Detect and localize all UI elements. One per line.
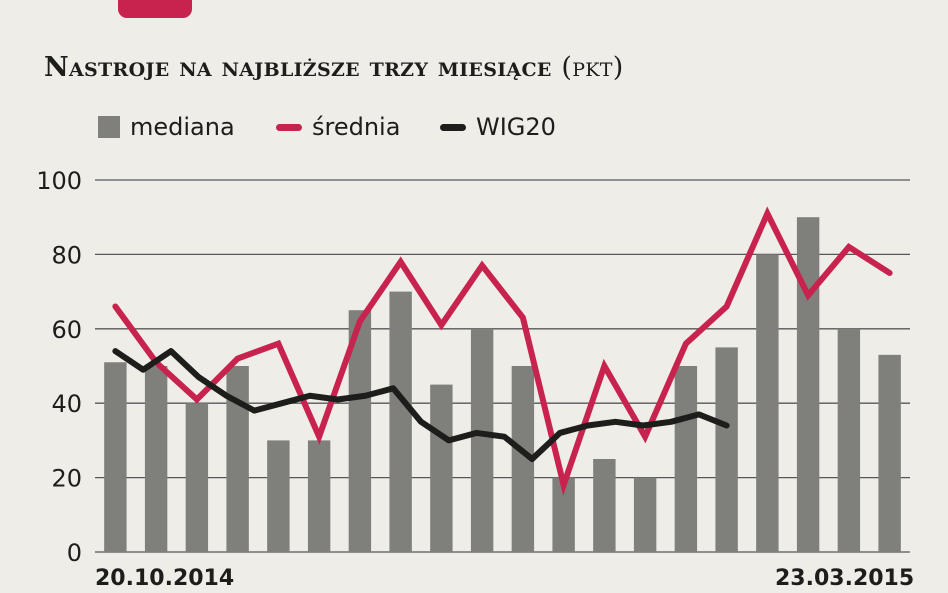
legend-label-wig20: WIG20 — [476, 113, 556, 141]
x-axis-start-label: 20.10.2014 — [95, 566, 235, 591]
y-tick-label-80: 80 — [51, 241, 82, 269]
bar-mediana-13 — [633, 477, 657, 552]
legend-item-srednia: średnia — [276, 112, 400, 142]
legend-item-mediana: mediana — [98, 112, 235, 142]
bar-mediana-17 — [796, 217, 820, 552]
bar-mediana-11 — [552, 477, 575, 552]
bar-mediana-3 — [226, 366, 249, 552]
bar-mediana-10 — [511, 366, 535, 552]
bar-mediana-2 — [185, 403, 209, 552]
legend-label-srednia: średnia — [312, 113, 401, 141]
bar-mediana-14 — [674, 366, 698, 552]
bar-mediana-5 — [307, 440, 331, 552]
bar-mediana-16 — [756, 254, 779, 552]
y-tick-label-60: 60 — [51, 316, 82, 344]
bar-mediana-0 — [104, 362, 127, 552]
bar-mediana-1 — [144, 366, 168, 552]
bar-mediana-6 — [348, 310, 372, 552]
header-tab-accent — [118, 0, 192, 18]
x-axis-end-label: 23.03.2015 — [775, 566, 915, 591]
y-tick-label-100: 100 — [36, 167, 82, 195]
legend-swatch-mediana — [98, 116, 120, 138]
bar-mediana-12 — [593, 459, 616, 552]
legend-label-mediana: mediana — [130, 113, 235, 141]
bar-mediana-15 — [715, 347, 738, 552]
legend-item-wig20: WIG20 — [440, 112, 556, 142]
bar-mediana-4 — [267, 440, 290, 552]
legend-swatch-srednia — [276, 123, 302, 131]
chart-title-main: Nastroje na najbliższe trzy miesiące — [44, 52, 552, 83]
bar-mediana-18 — [837, 328, 861, 552]
bar-mediana-19 — [878, 354, 901, 552]
legend-swatch-wig20 — [440, 123, 466, 131]
y-tick-label-20: 20 — [51, 465, 82, 493]
bar-mediana-9 — [470, 328, 494, 552]
bar-mediana-7 — [389, 291, 412, 552]
bar-mediana-8 — [430, 384, 453, 552]
y-tick-label-0: 0 — [67, 539, 82, 567]
line-srednia — [112, 206, 893, 496]
y-tick-label-40: 40 — [51, 390, 82, 418]
chart-title-unit: (pkt) — [561, 52, 624, 83]
chart-title: Nastroje na najbliższe trzy miesiące (pk… — [44, 52, 624, 83]
